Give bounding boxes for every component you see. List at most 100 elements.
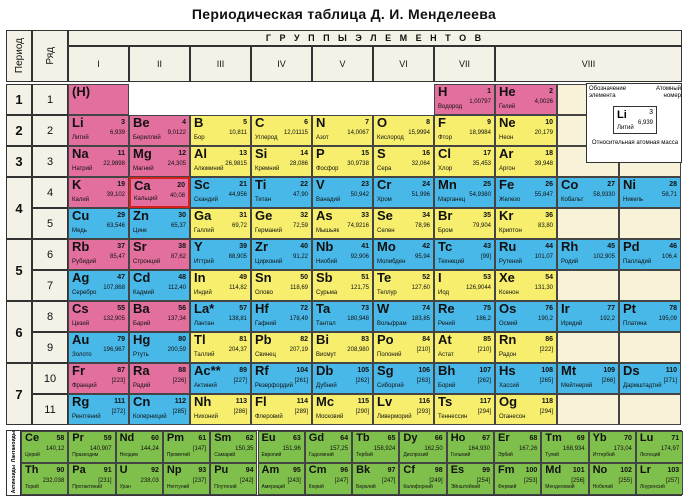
element-cell-ce: Ce 58 140,12 Церий [21, 431, 69, 463]
element-num: 45 [607, 243, 615, 250]
element-name: Торий [25, 484, 39, 490]
element-cell-tl: Tl 81 204,37 Таллий [190, 332, 251, 363]
element-num: 72 [300, 305, 308, 312]
element-num: 58 [56, 435, 65, 442]
element-name: Хассий [499, 383, 520, 389]
element-cell-na: Na 11 22,9898 Натрий [68, 146, 129, 177]
element-mass: [286] [233, 409, 247, 415]
element-sym: Eu [261, 432, 276, 444]
element-name: Иттербий [592, 452, 615, 458]
element-name: Цинк [133, 228, 147, 234]
element-cell-pt: Pt 78 195,09 Платина [619, 301, 681, 332]
element-name: Кадмий [133, 290, 155, 296]
element-sym: Sr [133, 239, 147, 254]
element-num: 90 [56, 467, 65, 474]
period-header: Период [6, 30, 32, 82]
element-mass: 180,948 [347, 316, 369, 322]
element-mass: [249] [429, 478, 443, 484]
element-name: Германий [255, 228, 282, 234]
element-num: 33 [361, 212, 369, 219]
element-name: Хлор [438, 166, 453, 172]
element-mass: [223] [111, 378, 125, 384]
element-sym: Os [499, 301, 517, 316]
element-mass: [272] [111, 409, 125, 415]
element-num: 3 [121, 119, 125, 126]
element-mass: 162,50 [424, 446, 443, 452]
element-mass: 138,81 [228, 316, 247, 322]
element-num: 52 [422, 274, 430, 281]
element-mass: 140,12 [45, 446, 65, 452]
element-sym: Se [377, 208, 393, 223]
element-sym: Fl [255, 394, 267, 409]
element-name: Кислород [377, 135, 404, 141]
element-num: 57 [239, 305, 247, 312]
element-cell-rb: Rb 37 85,47 Рубидий [68, 239, 129, 270]
element-cell-al: Al 13 26,9815 Алюминий [190, 146, 251, 177]
group-header: V [312, 46, 373, 82]
element-sym: S [377, 146, 386, 161]
element-sym: Ta [316, 301, 331, 316]
element-cell-ho: Ho 67 164,930 Гольмий [446, 431, 494, 463]
element-num: 88 [178, 367, 186, 374]
element-cell-ti: Ti 22 47,90 Титан [251, 177, 312, 208]
element-mass: 54,9380 [469, 192, 491, 198]
element-name: Литий [72, 135, 89, 141]
element-cell-og: Og 118 [294] Оганесон [495, 394, 557, 425]
element-name: Цезий [72, 321, 90, 327]
element-num: 116 [418, 398, 430, 405]
element-cell-br: Br 35 79,904 Бром [434, 208, 495, 239]
row-number: 11 [32, 394, 68, 425]
element-cell-rn: Rn 86 [222] Радон [495, 332, 557, 363]
element-cell-lr: Lr 103 [257] Лоуренсий [635, 463, 684, 495]
element-mass: [210] [477, 347, 491, 353]
empty-cell [619, 208, 681, 239]
element-sym: Cs [72, 301, 89, 316]
element-num: 63 [293, 435, 301, 442]
element-name: Радон [499, 352, 517, 358]
element-sym: Og [499, 394, 518, 409]
element-mass: 30,9738 [347, 161, 369, 167]
element-sym: Ac** [194, 363, 221, 378]
element-cell-y: Y 39 88,905 Иттрий [190, 239, 251, 270]
element-num: 64 [340, 435, 349, 442]
element-mass: 167,26 [518, 446, 538, 452]
element-sym: La* [194, 301, 215, 316]
element-sym: N [316, 115, 326, 130]
element-mass: 39,102 [106, 192, 125, 198]
element-name: Рутений [499, 259, 523, 265]
element-name: Алюминий [194, 166, 224, 172]
element-num: 5 [243, 119, 247, 126]
element-name: Стронций [133, 259, 161, 265]
element-mass: 164,930 [468, 446, 490, 452]
element-num: 37 [117, 243, 125, 250]
element-sym: Cr [377, 177, 392, 192]
element-cell-ds: Ds 110 [271] Дармштадтий [619, 363, 681, 394]
element-name: Московий [316, 414, 344, 420]
element-name: Кюрий [308, 484, 324, 490]
element-num: 38 [178, 243, 186, 250]
period-number: 6 [6, 301, 32, 363]
element-cell-te: Te 52 127,60 Теллур [373, 270, 434, 301]
element-name: Ксенон [499, 290, 519, 296]
element-name: Эрбий [498, 452, 513, 458]
element-name: Золото [72, 352, 92, 358]
element-num: 59 [103, 435, 112, 442]
element-num: 115 [357, 398, 369, 405]
element-cell-th: Th 90 232,038 Торий [21, 463, 69, 495]
element-num: 23 [361, 181, 369, 188]
element-mass: [285] [172, 409, 186, 415]
element-cell-pd: Pd 46 106,4 Палладий [619, 239, 681, 270]
element-sym: Mn [438, 177, 457, 192]
lanthanides-label: Лантаноиды [7, 431, 21, 463]
element-name: Калифорний [403, 484, 433, 490]
element-cell-ar: Ar 18 39,948 Аргон [495, 146, 557, 177]
element-sym: Gd [308, 432, 325, 444]
element-mass: 1,00797 [469, 99, 491, 105]
element-num: 40 [300, 243, 308, 250]
element-num: 15 [361, 150, 369, 157]
element-name: Менделевий [545, 484, 575, 490]
element-sym: Yb [592, 432, 607, 444]
element-sym: Nb [316, 239, 334, 254]
element-mass: [231] [98, 478, 112, 484]
element-name: Борий [438, 383, 456, 389]
